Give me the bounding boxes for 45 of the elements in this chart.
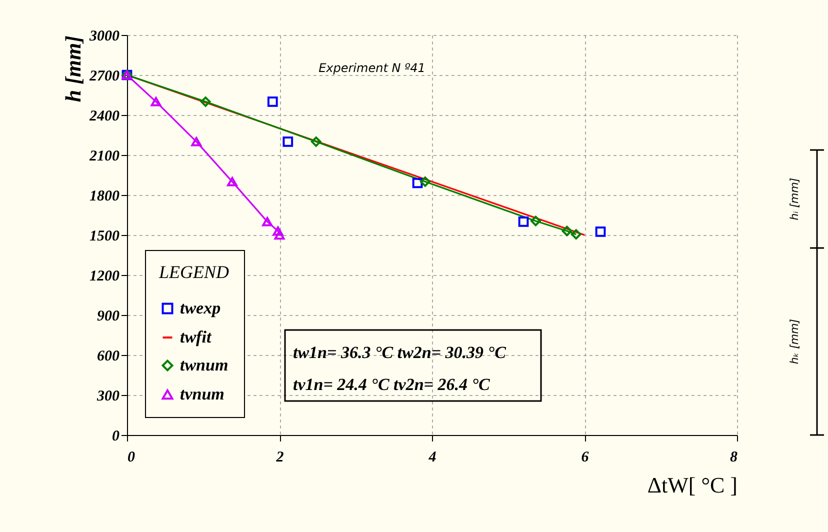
point [562,226,572,236]
point [274,230,285,240]
y-tick-label: 600 [97,348,120,364]
y-tick-label: 1200 [90,268,120,284]
text: hᵢ [mm] [788,178,801,220]
point [150,97,162,106]
point [570,229,582,240]
legend-label: twexp [180,298,221,318]
x-tick-label: 6 [581,450,590,466]
annotation: tw1n= 36.3 °C tw2n= 30.39 °C [293,343,507,362]
x-tick-label: 4 [428,450,437,466]
legend-label: twnum [180,356,228,374]
y-tick-label: 2700 [88,68,120,84]
y-tick-label: 900 [97,308,120,324]
y-tick-label: 1500 [90,228,120,244]
point [200,96,211,107]
point [595,226,606,237]
y-tick-label: 2100 [88,148,120,164]
legend-label: twfit [180,328,212,346]
point [227,177,238,186]
y-tick-label: 1800 [90,188,120,204]
y-tick-label: 3000 [88,28,120,44]
point [530,216,541,226]
y-tick-label: 300 [96,388,120,404]
legend-title: LEGEND [158,262,230,282]
x-tick-label: 2 [275,450,284,466]
y-axis-title: h [mm] [60,36,86,102]
x-axis-title: ΔtW[ °C ] [647,472,738,498]
text: hₖ [mm] [788,318,801,364]
x-tick-label: 0 [128,450,136,466]
point [267,96,278,107]
point [191,137,202,146]
text: Experiment N º41 [318,61,426,75]
legend-label: tvnum [180,384,224,404]
x-tick-label: 8 [730,450,738,466]
point [518,216,529,227]
annotation: tv1n= 24.4 °C tv2n= 26.4 °C [293,375,491,394]
point [272,226,284,236]
point [262,217,272,226]
point [310,136,322,147]
y-tick-label: 0 [112,428,120,444]
point [420,176,430,187]
y-tick-label: 2400 [88,108,120,124]
point [282,136,294,147]
point [412,178,423,188]
